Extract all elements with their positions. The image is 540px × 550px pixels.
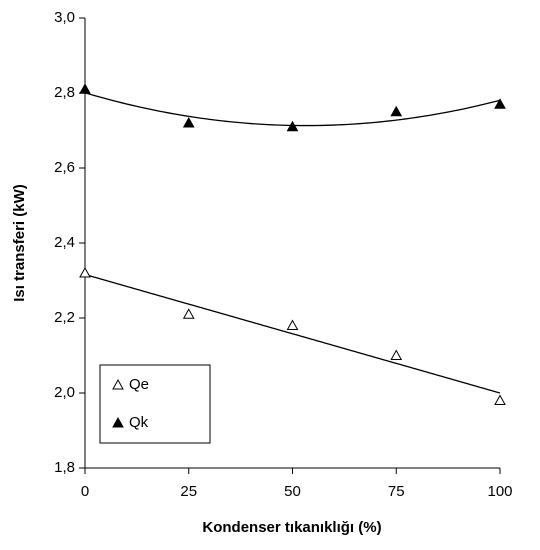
y-tick-label: 2,8 bbox=[54, 84, 75, 101]
y-tick-label: 2,0 bbox=[54, 384, 75, 401]
x-tick-label: 75 bbox=[388, 483, 405, 500]
y-tick-label: 1,8 bbox=[54, 459, 75, 476]
x-tick-label: 50 bbox=[284, 483, 301, 500]
trendline bbox=[84, 92, 501, 127]
marker bbox=[286, 120, 299, 132]
marker bbox=[79, 83, 91, 94]
marker bbox=[79, 266, 91, 278]
marker bbox=[390, 349, 403, 360]
marker bbox=[494, 98, 506, 109]
marker bbox=[182, 308, 195, 319]
y-tick-label: 2,2 bbox=[54, 309, 75, 326]
legend-label: Qk bbox=[129, 414, 149, 431]
y-tick-label: 2,4 bbox=[54, 234, 75, 251]
marker bbox=[112, 378, 124, 390]
y-tick-label: 3,0 bbox=[54, 9, 75, 26]
legend-box bbox=[99, 364, 211, 444]
y-axis-title: Isı transferi (kW) bbox=[11, 184, 28, 302]
trendline bbox=[84, 273, 501, 394]
marker bbox=[390, 105, 403, 117]
marker bbox=[286, 319, 299, 330]
legend: Qe Qk bbox=[99, 364, 211, 444]
marker bbox=[494, 394, 506, 405]
x-axis-title: Kondenser tıkanıklığı (%) bbox=[202, 519, 381, 536]
marker bbox=[112, 416, 124, 428]
x-tick-label: 25 bbox=[180, 483, 197, 500]
legend-label: Qe bbox=[129, 376, 149, 393]
marker bbox=[182, 116, 195, 128]
x-tick-label: 0 bbox=[81, 483, 89, 500]
y-tick-label: 2,6 bbox=[54, 159, 75, 176]
x-tick-label: 100 bbox=[487, 483, 512, 500]
